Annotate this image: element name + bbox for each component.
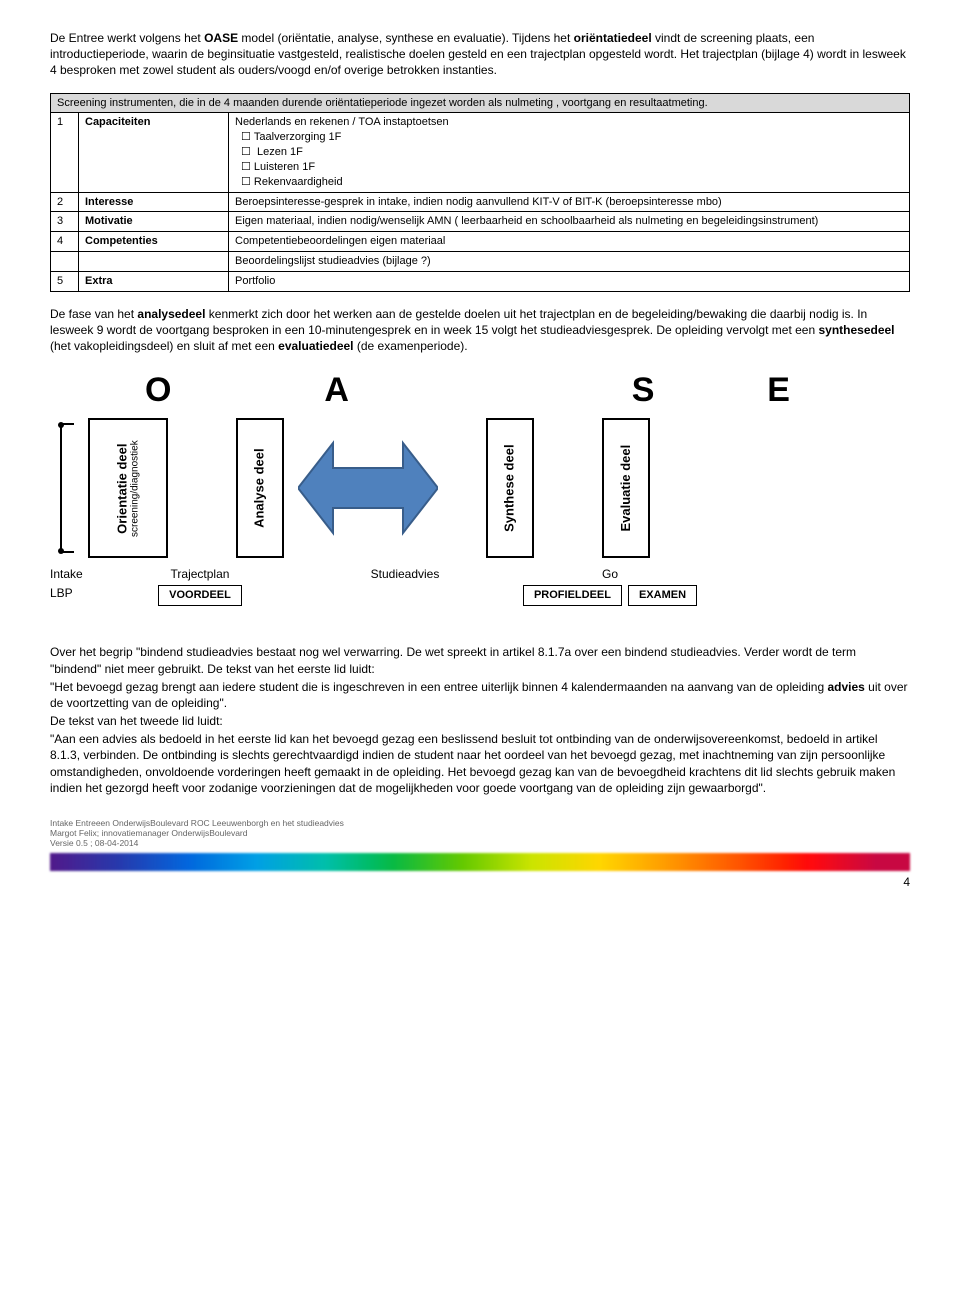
row-desc: Beoordelingslijst studieadvies (bijlage …	[229, 252, 910, 272]
text: De fase van het	[50, 307, 137, 321]
law-quote-2: "Aan een advies als bedoeld in het eerst…	[50, 731, 910, 796]
page-footer: Intake Entreeen OnderwijsBoulevard ROC L…	[50, 818, 910, 889]
rainbow-bar-icon	[50, 853, 910, 871]
synthesedeel-bold: synthesedeel	[818, 323, 894, 337]
row-desc: Portfolio	[229, 272, 910, 292]
screening-table: Screening instrumenten, die in de 4 maan…	[50, 93, 910, 292]
checkbox-item: Taalverzorging 1F	[241, 130, 903, 145]
footer-line: Intake Entreeen OnderwijsBoulevard ROC L…	[50, 818, 910, 828]
table-row: 1 Capaciteiten Nederlands en rekenen / T…	[51, 113, 910, 192]
box-label: Analyse deel	[253, 449, 267, 529]
oase-letters: O A S E	[110, 368, 810, 414]
oase-bold: OASE	[204, 31, 238, 45]
orientatiedeel-bold: oriëntatiedeel	[574, 31, 652, 45]
label-studieadvies: Studieadvies	[371, 566, 440, 582]
label-go: Go	[602, 566, 618, 582]
orientatie-box: Orientatie deel screening/diagnostiek	[88, 418, 168, 558]
row-desc: Nederlands en rekenen / TOA instaptoetse…	[229, 113, 910, 192]
analyse-box: Analyse deel	[236, 418, 284, 558]
checkbox-item: Rekenvaardigheid	[241, 175, 903, 190]
checkbox-list: Taalverzorging 1F Lezen 1F Luisteren 1F …	[235, 130, 903, 189]
row-name: Capaciteiten	[79, 113, 229, 192]
advies-bold: advies	[827, 680, 864, 694]
row-name: Extra	[79, 272, 229, 292]
oase-diagram: Orientatie deel screening/diagnostiek An…	[60, 418, 910, 558]
evaluatie-box: Evaluatie deel	[602, 418, 650, 558]
table-row: 4 Competenties Competentiebeoordelingen …	[51, 232, 910, 252]
text: De Entree werkt volgens het	[50, 31, 204, 45]
row-num: 5	[51, 272, 79, 292]
checkbox-item: Luisteren 1F	[241, 160, 903, 175]
table-row: 3 Motivatie Eigen materiaal, indien nodi…	[51, 212, 910, 232]
desc-top: Nederlands en rekenen / TOA instaptoetse…	[235, 115, 903, 130]
row-num	[51, 252, 79, 272]
law-paragraph-1: Over het begrip "bindend studieadvies be…	[50, 644, 910, 676]
bracket-icon	[60, 423, 74, 553]
checkbox-item: Lezen 1F	[241, 145, 903, 160]
row-desc: Beroepsinteresse-gesprek in intake, indi…	[229, 192, 910, 212]
analysedeel-bold: analysedeel	[137, 307, 205, 321]
row-num: 1	[51, 113, 79, 192]
footer-line: Margot Felix; innovatiemanager Onderwijs…	[50, 828, 910, 838]
table-row: 2 Interesse Beroepsinteresse-gesprek in …	[51, 192, 910, 212]
synthese-box: Synthese deel	[486, 418, 534, 558]
text: "Het bevoegd gezag brengt aan iedere stu…	[50, 680, 827, 694]
oase-letter-a: A	[324, 368, 349, 414]
oase-letter-o: O	[145, 368, 171, 414]
intro-paragraph: De Entree werkt volgens het OASE model (…	[50, 30, 910, 79]
analyse-paragraph: De fase van het analysedeel kenmerkt zic…	[50, 306, 910, 355]
law-paragraph-2: De tekst van het tweede lid luidt:	[50, 713, 910, 729]
box-label: Synthese deel	[503, 445, 517, 532]
row-desc: Eigen materiaal, indien nodig/wenselijk …	[229, 212, 910, 232]
row-name	[79, 252, 229, 272]
oase-letter-e: E	[767, 368, 790, 414]
footer-line: Versie 0.5 ; 08-04-2014	[50, 838, 910, 848]
table-row: Beoordelingslijst studieadvies (bijlage …	[51, 252, 910, 272]
table-row: 5 Extra Portfolio	[51, 272, 910, 292]
label-lbp: LBP	[50, 585, 73, 601]
box-sublabel: screening/diagnostiek	[130, 440, 141, 537]
examen-box: EXAMEN	[628, 585, 697, 606]
double-arrow-icon	[298, 428, 438, 548]
label-intake: Intake	[50, 566, 83, 582]
row-num: 2	[51, 192, 79, 212]
oase-letter-s: S	[632, 368, 655, 414]
row-num: 4	[51, 232, 79, 252]
text: model (oriëntatie, analyse, synthese en …	[238, 31, 574, 45]
text: (de examenperiode).	[354, 339, 468, 353]
box-label: Orientatie deel	[114, 443, 129, 533]
row-num: 3	[51, 212, 79, 232]
page-number: 4	[50, 875, 910, 889]
diagram-labels-row: Intake LBP Trajectplan VOORDEEL Studiead…	[50, 566, 910, 606]
row-name: Interesse	[79, 192, 229, 212]
law-quote-1: "Het bevoegd gezag brengt aan iedere stu…	[50, 679, 910, 711]
profieldeel-box: PROFIELDEEL	[523, 585, 622, 606]
box-label: Evaluatie deel	[619, 445, 633, 532]
evaluatiedeel-bold: evaluatiedeel	[278, 339, 353, 353]
text: (het vakopleidingsdeel) en sluit af met …	[50, 339, 278, 353]
table-header: Screening instrumenten, die in de 4 maan…	[51, 93, 910, 113]
row-name: Competenties	[79, 232, 229, 252]
label-trajectplan: Trajectplan	[171, 566, 230, 582]
row-name: Motivatie	[79, 212, 229, 232]
voordeel-box: VOORDEEL	[158, 585, 242, 606]
row-desc: Competentiebeoordelingen eigen materiaal	[229, 232, 910, 252]
